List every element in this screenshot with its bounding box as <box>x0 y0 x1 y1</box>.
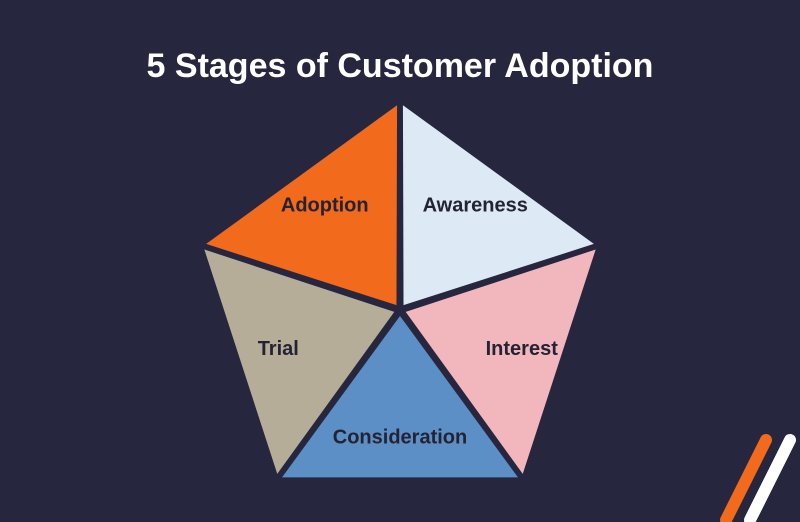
segment-label-interest: Interest <box>486 338 559 360</box>
segment-label-awareness: Awareness <box>423 195 528 217</box>
segment-label-trial: Trial <box>258 338 299 360</box>
segment-label-consideration: Consideration <box>333 426 467 448</box>
brand-logo <box>688 420 800 522</box>
page-title: 5 Stages of Customer Adoption <box>0 47 800 86</box>
segment-label-adoption: Adoption <box>281 195 369 217</box>
infographic-canvas: 5 Stages of Customer Adoption Awareness I… <box>0 0 800 522</box>
